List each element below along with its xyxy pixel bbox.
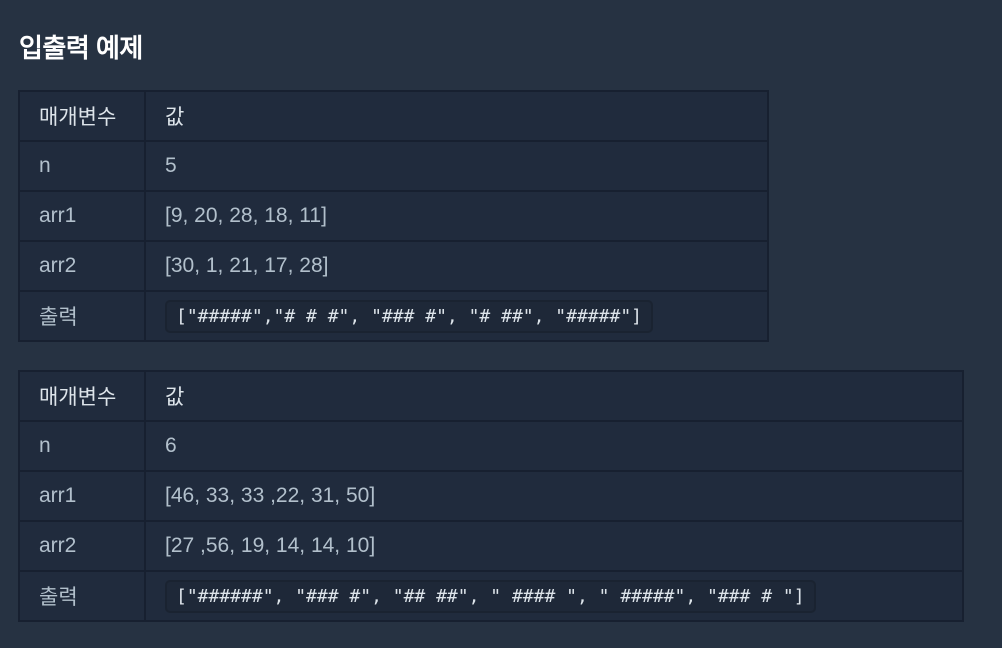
param-header: 매개변수 xyxy=(18,90,146,142)
param-value: [27 ,56, 19, 14, 14, 10] xyxy=(144,520,964,572)
table-row: arr2 [30, 1, 21, 17, 28] xyxy=(18,240,769,292)
table-row: arr1 [46, 33, 33 ,22, 31, 50] xyxy=(18,470,964,522)
param-name: arr2 xyxy=(18,240,146,292)
param-name: arr1 xyxy=(18,190,146,242)
param-name: n xyxy=(18,420,146,472)
param-name: 출력 xyxy=(18,570,146,622)
param-value: 6 xyxy=(144,420,964,472)
value-header: 값 xyxy=(144,90,769,142)
param-value: 5 xyxy=(144,140,769,192)
table-row: 출력 ["#####","# # #", "### #", "# ##", "##… xyxy=(18,290,769,342)
output-code: ["######", "### #", "## ##", " #### ", "… xyxy=(165,579,816,613)
output-cell: ["#####","# # #", "### #", "# ##", "####… xyxy=(144,290,769,342)
param-header: 매개변수 xyxy=(18,370,146,422)
table-row: arr1 [9, 20, 28, 18, 11] xyxy=(18,190,769,242)
table-row: 출력 ["######", "### #", "## ##", " #### ",… xyxy=(18,570,964,622)
value-header: 값 xyxy=(144,370,964,422)
table-header-row: 매개변수 값 xyxy=(18,370,964,422)
section-title: 입출력 예제 xyxy=(19,33,143,63)
param-value: [46, 33, 33 ,22, 31, 50] xyxy=(144,470,964,522)
param-name: arr2 xyxy=(18,520,146,572)
param-name: n xyxy=(18,140,146,192)
output-cell: ["######", "### #", "## ##", " #### ", "… xyxy=(144,570,964,622)
output-code: ["#####","# # #", "### #", "# ##", "####… xyxy=(165,299,653,333)
param-value: [9, 20, 28, 18, 11] xyxy=(144,190,769,242)
param-name: arr1 xyxy=(18,470,146,522)
table-header-row: 매개변수 값 xyxy=(18,90,769,142)
param-name: 출력 xyxy=(18,290,146,342)
table-row: arr2 [27 ,56, 19, 14, 14, 10] xyxy=(18,520,964,572)
param-value: [30, 1, 21, 17, 28] xyxy=(144,240,769,292)
